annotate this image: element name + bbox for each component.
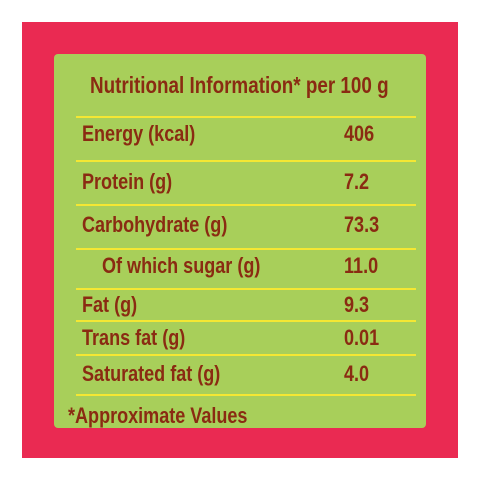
row-value-trans-fat: 0.01 — [344, 325, 380, 350]
divider-line — [76, 320, 416, 322]
divider-line — [76, 160, 416, 162]
row-label-fat: Fat (g) — [82, 292, 138, 317]
divider-line — [76, 354, 416, 356]
divider-line — [76, 288, 416, 290]
row-label-energy: Energy (kcal) — [82, 121, 196, 146]
row-label-saturated-fat: Saturated fat (g) — [82, 361, 221, 386]
divider-line — [76, 204, 416, 206]
nutrition-label: Nutritional Information* per 100 g Energ… — [22, 22, 458, 458]
row-label-sugar: Of which sugar (g) — [102, 253, 261, 278]
nutrition-panel: Nutritional Information* per 100 g Energ… — [54, 54, 426, 428]
divider-line — [76, 248, 416, 250]
row-value-saturated-fat: 4.0 — [344, 361, 370, 386]
footnote: *Approximate Values — [68, 403, 248, 428]
row-label-protein: Protein (g) — [82, 169, 173, 194]
divider-line — [76, 394, 416, 396]
divider-line — [76, 116, 416, 118]
row-value-protein: 7.2 — [344, 169, 370, 194]
row-value-carbohydrate: 73.3 — [344, 212, 380, 237]
row-value-fat: 9.3 — [344, 292, 370, 317]
row-value-sugar: 11.0 — [344, 253, 379, 278]
row-label-carbohydrate: Carbohydrate (g) — [82, 212, 228, 237]
table-title: Nutritional Information* per 100 g — [90, 72, 389, 98]
row-label-trans-fat: Trans fat (g) — [82, 325, 186, 350]
row-value-energy: 406 — [344, 121, 375, 146]
